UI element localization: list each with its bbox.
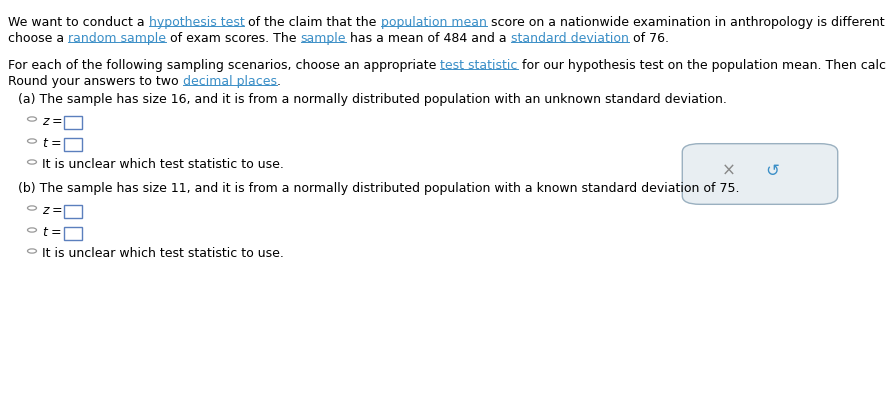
Text: (b) The sample has size 11, and it is from a normally distributed population wit: (b) The sample has size 11, and it is fr…	[18, 182, 740, 195]
Text: =: =	[47, 137, 66, 150]
Text: =: =	[49, 115, 67, 128]
Text: for our hypothesis test on the population mean. Then calculate that statistic.: for our hypothesis test on the populatio…	[517, 59, 886, 72]
Text: Round your answers to two: Round your answers to two	[8, 75, 183, 88]
Text: t: t	[42, 226, 47, 239]
Text: test statistic: test statistic	[440, 59, 517, 72]
Text: t: t	[42, 137, 47, 150]
Text: ↺: ↺	[765, 162, 779, 180]
Text: of 76.: of 76.	[629, 32, 669, 45]
Text: score on a nationwide examination in anthropology is different from 495. So, we: score on a nationwide examination in ant…	[486, 16, 886, 29]
Text: hypothesis test: hypothesis test	[149, 16, 245, 29]
Text: has a mean of 484 and a: has a mean of 484 and a	[346, 32, 510, 45]
Text: z: z	[42, 115, 49, 128]
Text: standard deviation: standard deviation	[510, 32, 629, 45]
Text: decimal places: decimal places	[183, 75, 276, 88]
Text: It is unclear which test statistic to use.: It is unclear which test statistic to us…	[42, 158, 284, 171]
Text: =: =	[49, 204, 67, 217]
Text: .: .	[276, 75, 281, 88]
Text: z: z	[42, 204, 49, 217]
Text: sample: sample	[300, 32, 346, 45]
Text: of the claim that the: of the claim that the	[245, 16, 381, 29]
Text: We want to conduct a: We want to conduct a	[8, 16, 149, 29]
Text: population mean: population mean	[381, 16, 486, 29]
Text: For each of the following sampling scenarios, choose an appropriate: For each of the following sampling scena…	[8, 59, 440, 72]
Text: It is unclear which test statistic to use.: It is unclear which test statistic to us…	[42, 247, 284, 260]
Text: choose a: choose a	[8, 32, 68, 45]
Text: of exam scores. The: of exam scores. The	[166, 32, 300, 45]
Text: ×: ×	[722, 162, 736, 180]
Text: (a) The sample has size 16, and it is from a normally distributed population wit: (a) The sample has size 16, and it is fr…	[18, 93, 727, 106]
Text: random sample: random sample	[68, 32, 166, 45]
Text: =: =	[47, 226, 66, 239]
